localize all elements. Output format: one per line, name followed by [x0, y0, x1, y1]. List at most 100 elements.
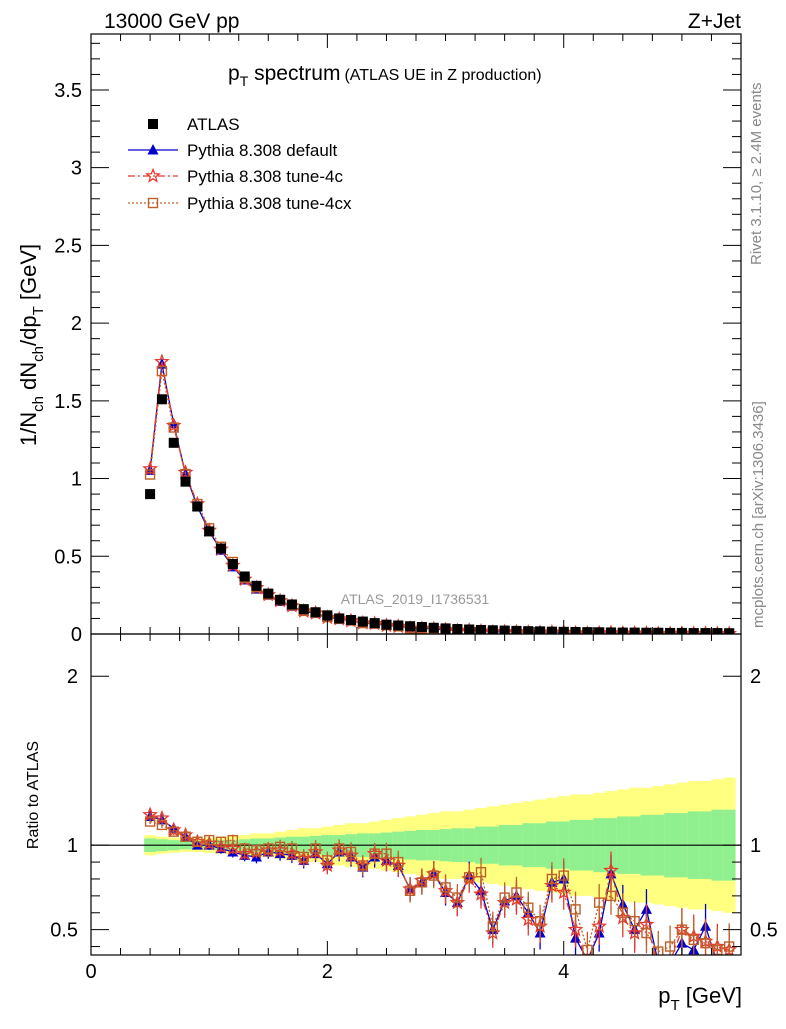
y-label-part: 1/N	[16, 412, 41, 446]
main-marker	[168, 422, 179, 433]
x-tick-label: 0	[85, 961, 96, 983]
y-tick-label: 2	[71, 313, 82, 335]
atlas-data-point	[700, 628, 711, 634]
ratio-marker	[310, 843, 321, 854]
ratio-marker	[452, 892, 463, 903]
atlas-data-point	[487, 625, 498, 634]
atlas-data-point	[393, 620, 404, 631]
title-sub: T	[240, 73, 249, 89]
ratio-marker	[676, 924, 688, 935]
ratio-series-layer	[142, 806, 738, 955]
atlas-data-point	[594, 627, 605, 634]
ratio-marker	[227, 834, 239, 846]
ratio-marker	[593, 897, 605, 908]
x-label-sub: T	[670, 997, 679, 1014]
rivet-label: Rivet 3.1.10, ≥ 2.4M events	[748, 83, 765, 266]
ratio-marker	[369, 848, 380, 859]
main-marker	[142, 460, 158, 476]
ratio-marker	[591, 917, 608, 933]
atlas-data-point	[665, 627, 676, 634]
ratio-marker	[192, 836, 203, 848]
ratio-marker	[239, 843, 250, 854]
ratio-marker	[688, 934, 699, 945]
ratio-marker	[251, 845, 262, 856]
ratio-marker	[523, 902, 534, 913]
atlas-data-point	[546, 626, 557, 634]
ratio-marker	[641, 927, 652, 939]
ratio-marker	[168, 826, 179, 837]
atlas-data-point	[712, 628, 723, 634]
atlas-data-point	[452, 624, 463, 634]
atlas-data-point	[180, 476, 191, 487]
atlas-data-point	[369, 618, 380, 629]
y-tick-label: 1.5	[54, 391, 82, 413]
atlas-data-point	[511, 625, 522, 634]
legend-label: Pythia 8.308 default	[187, 141, 338, 160]
legend-label: ATLAS	[187, 115, 240, 134]
atlas-data-point	[251, 580, 262, 591]
ratio-marker	[603, 862, 619, 878]
analysis-watermark: ATLAS_2019_I1736531	[341, 591, 490, 607]
ratio-marker	[463, 872, 475, 883]
y-label-part: [GeV]	[16, 244, 41, 306]
ratio-tick-label-left: 2	[67, 666, 78, 688]
atlas-data-point	[606, 627, 616, 634]
ratio-marker	[345, 846, 357, 858]
ratio-marker	[605, 890, 617, 902]
atlas-data-point	[582, 627, 593, 634]
legend-label: Pythia 8.308 tune-4cx	[187, 194, 352, 213]
y-tick-label: 3	[71, 158, 82, 180]
ratio-marker	[203, 834, 215, 846]
ratio-marker	[428, 870, 439, 881]
ratio-marker	[487, 921, 499, 932]
atlas-data-point	[346, 615, 356, 626]
x-axis-label: pT [GeV]	[658, 983, 742, 1014]
atlas-data-point	[298, 604, 309, 615]
atlas-data-point	[145, 489, 156, 500]
legend-marker	[148, 119, 158, 129]
y-tick-label: 1	[71, 469, 82, 491]
x-label-main: p	[658, 983, 670, 1008]
y-tick-label: 0.5	[54, 546, 82, 568]
title-detail: (ATLAS UE in Z production)	[344, 67, 541, 84]
legend-marker	[147, 197, 159, 209]
ratio-marker	[700, 937, 711, 949]
main-marker	[156, 365, 168, 377]
ratio-marker	[570, 904, 581, 915]
ratio-marker	[274, 841, 286, 853]
ratio-marker	[393, 856, 404, 868]
atlas-data-point	[334, 613, 345, 624]
atlas-data-point	[653, 627, 664, 634]
ratio-marker	[298, 851, 309, 863]
y-label-sub: T	[30, 306, 47, 315]
ratio-marker	[286, 843, 298, 854]
legend-marker	[147, 144, 159, 155]
atlas-data-point	[405, 621, 416, 632]
legend-marker	[145, 167, 161, 183]
ratio-line-3	[149, 820, 730, 953]
axis-ticks: 0 2 4 0 0.5 1 1.5 2 2.5 3 3.5 0.5 0.5 1 1 2 2	[50, 34, 778, 983]
ratio-marker	[180, 831, 191, 842]
atlas-data-point	[464, 624, 475, 634]
x-tick-label: 2	[322, 961, 333, 983]
ratio-marker	[629, 916, 640, 927]
header-right: Z+Jet	[688, 10, 741, 33]
ratio-marker	[263, 843, 274, 854]
atlas-data-point	[523, 626, 534, 634]
legend: ATLAS Pythia 8.308 default Pythia 8.308 tu…	[128, 115, 352, 213]
atlas-data-point	[227, 559, 238, 570]
ratio-marker	[416, 877, 428, 888]
atlas-data-point	[275, 594, 286, 605]
header-left: 13000 GeV pp	[104, 10, 239, 33]
title-main: p	[228, 62, 240, 85]
atlas-data-point	[263, 588, 274, 599]
atlas-data-point	[688, 628, 699, 634]
ratio-tick-label-left: 1	[67, 835, 78, 857]
atlas-data-point	[428, 622, 439, 633]
atlas-data-point	[216, 543, 226, 554]
ratio-marker	[617, 907, 629, 918]
x-tick-label: 4	[558, 961, 569, 983]
y-tick-label: 0	[71, 624, 82, 646]
